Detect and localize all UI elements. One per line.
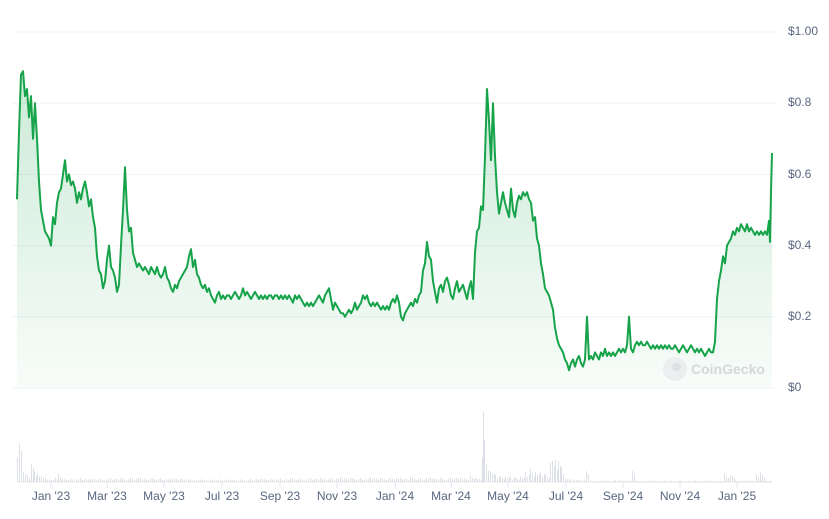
x-axis-label: Nov '24	[659, 489, 701, 503]
y-axis-label-1: $1.00	[788, 24, 819, 38]
volume-bars	[17, 412, 771, 482]
watermark-text: CoinGecko	[691, 361, 765, 377]
x-axis-label: Sep '23	[259, 489, 301, 503]
x-axis-label: Jul '24	[548, 489, 584, 503]
x-axis-label: May '23	[143, 489, 185, 503]
x-axis-label: Jan '23	[31, 489, 71, 503]
x-axis-label: Jan '24	[375, 489, 415, 503]
x-axis-label: May '24	[487, 489, 529, 503]
x-axis-ticks	[50, 482, 738, 488]
x-axis-label: Mar '24	[431, 489, 471, 503]
price-area-fill	[17, 71, 772, 388]
y-axis-label-0: $0	[788, 380, 802, 394]
price-line[interactable]	[16, 70, 773, 372]
coingecko-logo-icon	[663, 357, 687, 381]
y-axis-label-0-4: $0.4	[788, 238, 812, 252]
y-axis-label-0-2: $0.2	[788, 309, 812, 323]
x-axis-label: Jul '23	[204, 489, 240, 503]
watermark: CoinGecko	[663, 357, 765, 381]
y-axis-label-0-8: $0.8	[788, 95, 812, 109]
x-axis-label: Sep '24	[602, 489, 644, 503]
x-axis-label: Mar '23	[87, 489, 127, 503]
y-axis-label-0-6: $0.6	[788, 167, 812, 181]
x-axis-label: Nov '23	[316, 489, 358, 503]
x-axis-label: Jan '25	[717, 489, 757, 503]
